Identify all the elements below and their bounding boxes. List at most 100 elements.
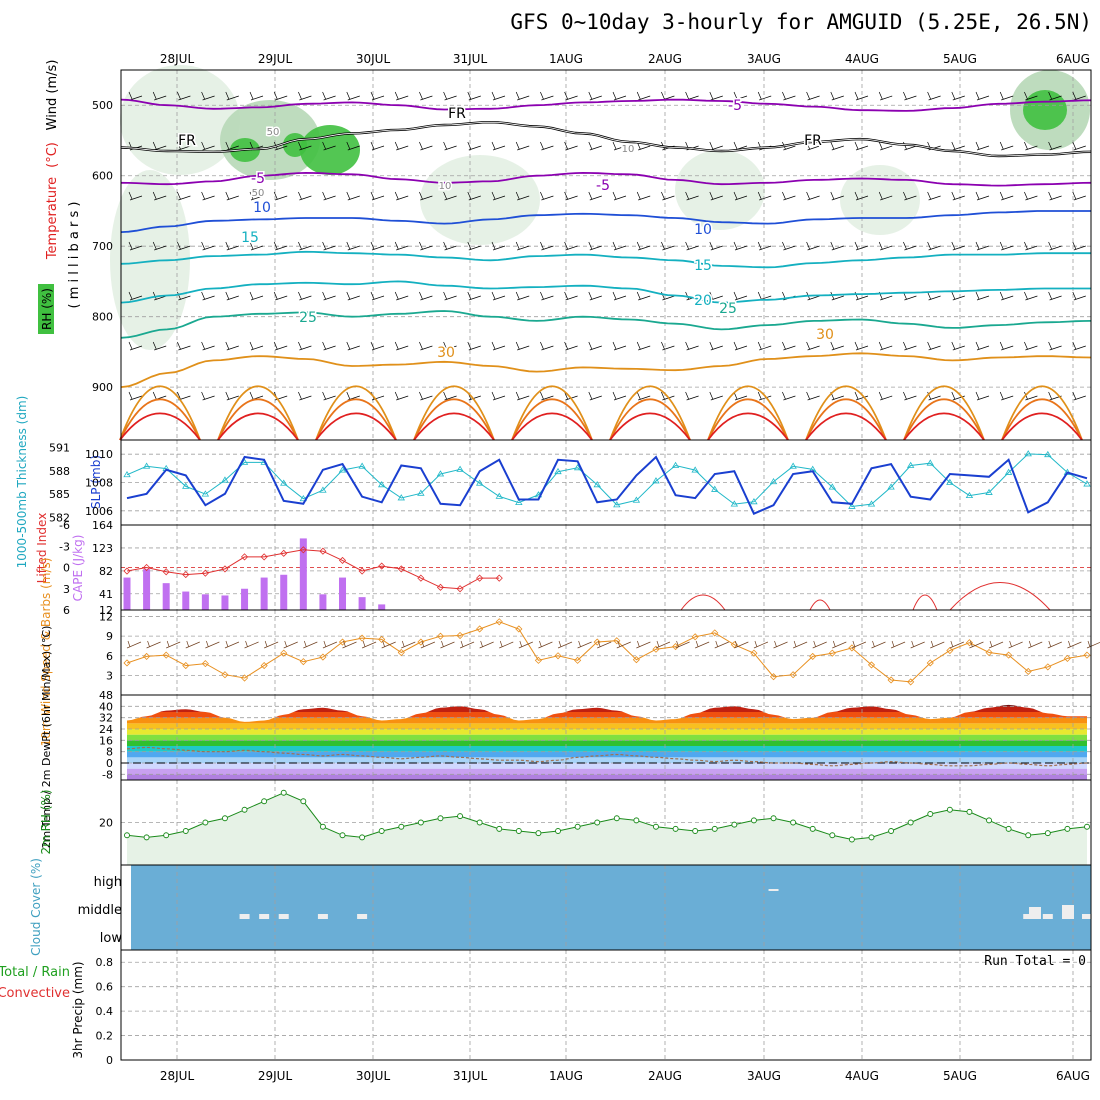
- cape-bar-1: [143, 569, 150, 610]
- wind-barb-27: [656, 641, 670, 648]
- wind-barb: [444, 92, 457, 100]
- wind-tick-1: 9: [106, 630, 113, 643]
- date-bottom-1AUG: 1AUG: [549, 1069, 583, 1083]
- rh-point-28: [673, 826, 678, 831]
- lifted-arc-3: [950, 583, 1050, 611]
- date-top-31JUL: 31JUL: [453, 52, 488, 66]
- cape-axis-label: CAPE (J/kg): [71, 535, 85, 602]
- date-bottom-3AUG: 3AUG: [747, 1069, 781, 1083]
- wind-barb: [202, 292, 215, 300]
- warm-arc: [316, 399, 396, 440]
- rh-point-16: [438, 816, 443, 821]
- wind-barb: [1024, 342, 1037, 350]
- date-top-5AUG: 5AUG: [943, 52, 977, 66]
- rh-point-23: [575, 824, 580, 829]
- cloud-bar-12: [357, 914, 367, 919]
- wind-barb: [250, 92, 263, 100]
- wind-barb: [855, 342, 868, 350]
- wind-barb-48: [1067, 641, 1081, 648]
- rh-point-29: [693, 829, 698, 834]
- wind-barb: [516, 292, 529, 300]
- precip-axis-label: 3hr Precip (mm): [71, 961, 85, 1058]
- wind-barb: [274, 192, 287, 200]
- precip-panel: 0.80.60.40.20Run Total = 0: [96, 950, 1092, 1067]
- rh-area-0: [120, 65, 240, 175]
- warm-arc: [904, 399, 984, 440]
- wind-barb: [758, 92, 771, 100]
- wind-barb: [444, 292, 457, 300]
- cloud-panel: highmiddlelow: [78, 865, 1092, 950]
- wind-barb: [516, 342, 529, 350]
- cape-bar-5: [221, 595, 228, 610]
- wind-barb: [274, 92, 287, 100]
- isotherm-6: [121, 311, 1091, 338]
- rh-point-20: [516, 829, 521, 834]
- cloud-bar-10: [318, 914, 328, 919]
- warm-arc: [806, 413, 886, 440]
- wind-barb: [1000, 342, 1013, 350]
- wind-barb: [565, 192, 578, 200]
- wind-barb: [686, 392, 699, 400]
- rh-point-5: [222, 816, 227, 821]
- wind-barb-32: [754, 641, 768, 648]
- thickness-point-41: [927, 460, 933, 465]
- wind-barb: [1000, 92, 1013, 100]
- wind-barb: [540, 292, 553, 300]
- meteogram: RH (%)Temperature(°C)Wind (m/s)( m i l l…: [0, 0, 1100, 1100]
- temp-band-1: [121, 769, 1091, 775]
- wind-barb: [758, 292, 771, 300]
- precip-total-label: Total / Rain: [0, 965, 70, 980]
- wind-barb: [710, 342, 723, 350]
- wind-barb: [879, 342, 892, 350]
- wind-barb: [976, 392, 989, 400]
- wind-barb: [831, 142, 844, 150]
- lifted-tick-4: 6: [63, 604, 70, 617]
- wind-barb-0: [127, 641, 141, 648]
- wind-barb-19: [499, 641, 513, 648]
- wind-barb: [492, 92, 505, 100]
- wind-barb: [419, 142, 432, 150]
- wind-barb-40: [911, 641, 925, 648]
- wind-barb: [831, 92, 844, 100]
- lifted-line: [127, 550, 499, 589]
- wind-barb: [855, 92, 868, 100]
- wind-barb-38: [871, 641, 885, 648]
- rh-point-35: [810, 826, 815, 831]
- wind-barb: [976, 342, 989, 350]
- rh-point-11: [340, 833, 345, 838]
- warm-arc: [512, 399, 592, 440]
- warm-arc: [904, 413, 984, 440]
- wind-barb: [879, 92, 892, 100]
- rh-point-46: [1026, 833, 1031, 838]
- rh-point-42: [947, 807, 952, 812]
- cape-bar-13: [378, 604, 385, 610]
- temp-band-13: [121, 701, 1091, 707]
- wind-barb: [371, 292, 384, 300]
- wind-barb: [1073, 142, 1086, 150]
- rh-point-41: [928, 812, 933, 817]
- date-bottom-31JUL: 31JUL: [453, 1069, 488, 1083]
- warm-arc: [1002, 413, 1082, 440]
- wind-barb: [734, 342, 747, 350]
- date-bottom-28JUL: 28JUL: [160, 1069, 195, 1083]
- wind-speed-line: [127, 622, 1087, 682]
- wind-barb-16: [440, 641, 454, 648]
- wind-tick-2: 6: [106, 650, 113, 663]
- contour-label-8: 25: [299, 310, 317, 326]
- precip-tick-2: 0.4: [96, 1005, 114, 1018]
- isotherm-7: [121, 353, 1091, 387]
- cloud-bar-47: [1043, 914, 1053, 919]
- wind-barb-41: [930, 641, 944, 648]
- warm-arc: [218, 399, 298, 440]
- wind-barb: [976, 192, 989, 200]
- wind-barb: [444, 142, 457, 150]
- thickness-point-34: [790, 463, 796, 468]
- pressure-tick-900: 900: [92, 381, 113, 394]
- wind-barb: [565, 92, 578, 100]
- rh-point-10: [320, 824, 325, 829]
- temp-band-0: [121, 774, 1091, 780]
- precip-tick-0: 0.8: [96, 956, 114, 969]
- wind-barb: [1049, 192, 1062, 200]
- wind-barb: [395, 342, 408, 350]
- date-bottom-6AUG: 6AUG: [1056, 1069, 1090, 1083]
